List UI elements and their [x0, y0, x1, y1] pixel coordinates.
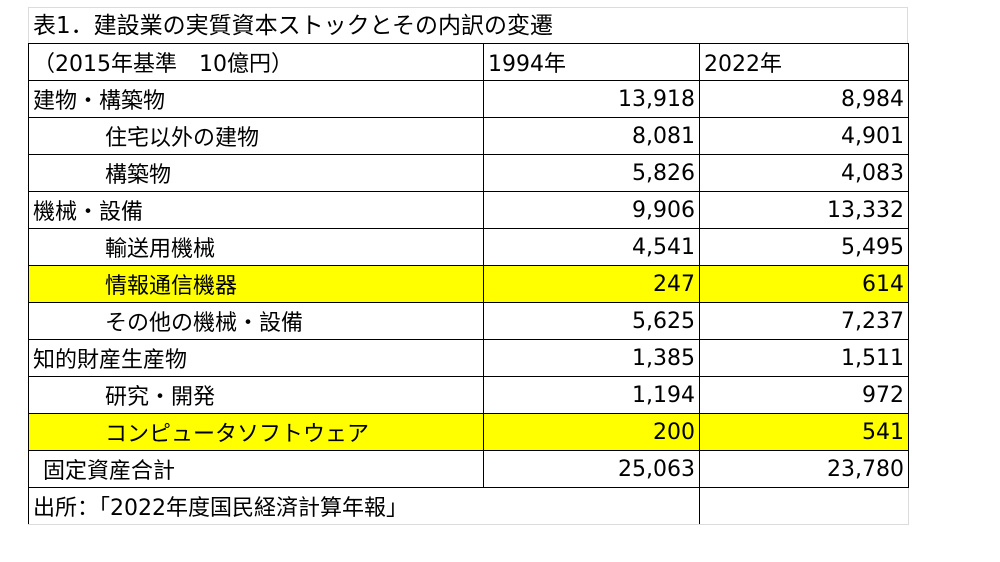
total-row: 固定資産合計 25,063 23,780	[28, 450, 909, 488]
value-2022: 7,237	[699, 302, 909, 340]
value-1994: 9,906	[483, 191, 700, 229]
row-label: 知的財産生産物	[28, 339, 484, 377]
table-row: 建物・構築物 13,918 8,984	[28, 80, 909, 118]
value-2022: 23,780	[699, 450, 909, 488]
row-label: 機械・設備	[28, 191, 484, 229]
value-2022: 8,984	[699, 80, 909, 118]
value-1994: 8,081	[483, 117, 700, 155]
value-1994: 5,625	[483, 302, 700, 340]
row-label: 情報通信機器	[28, 265, 484, 303]
table-container: 表1．建設業の実質資本ストックとその内訳の変遷 （2015年基準 10億円） 1…	[28, 7, 910, 525]
unit-header: （2015年基準 10億円）	[28, 43, 484, 81]
value-2022: 541	[699, 413, 909, 451]
value-2022: 5,495	[699, 228, 909, 266]
table-row: 研究・開発 1,194 972	[28, 376, 909, 414]
row-label: 研究・開発	[28, 376, 484, 414]
row-label: 構築物	[28, 154, 484, 192]
table-row: 知的財産生産物 1,385 1,511	[28, 339, 909, 377]
value-1994: 4,541	[483, 228, 700, 266]
table-title: 表1．建設業の実質資本ストックとその内訳の変遷	[28, 7, 908, 43]
value-1994: 1,194	[483, 376, 700, 414]
value-1994: 247	[483, 265, 700, 303]
source-row: 出所：「2022年度国民経済計算年報」	[28, 487, 909, 525]
capital-stock-table: （2015年基準 10億円） 1994年 2022年 建物・構築物 13,918…	[28, 43, 909, 525]
table-row: 機械・設備 9,906 13,332	[28, 191, 909, 229]
value-2022: 4,901	[699, 117, 909, 155]
value-2022: 1,511	[699, 339, 909, 377]
row-label: 建物・構築物	[28, 80, 484, 118]
highlighted-row: 情報通信機器 247 614	[28, 265, 909, 303]
source-note: 出所：「2022年度国民経済計算年報」	[28, 487, 700, 525]
table-row: 住宅以外の建物 8,081 4,901	[28, 117, 909, 155]
row-label: 輸送用機械	[28, 228, 484, 266]
value-2022: 972	[699, 376, 909, 414]
row-label: 住宅以外の建物	[28, 117, 484, 155]
value-1994: 1,385	[483, 339, 700, 377]
value-1994: 25,063	[483, 450, 700, 488]
value-1994: 200	[483, 413, 700, 451]
value-2022: 614	[699, 265, 909, 303]
row-label: コンピュータソフトウェア	[28, 413, 484, 451]
value-1994: 13,918	[483, 80, 700, 118]
row-label: その他の機械・設備	[28, 302, 484, 340]
table-row: 輸送用機械 4,541 5,495	[28, 228, 909, 266]
empty-cell	[699, 487, 909, 525]
year-2022-header: 2022年	[699, 43, 909, 81]
header-row: （2015年基準 10億円） 1994年 2022年	[28, 43, 909, 81]
row-label: 固定資産合計	[28, 450, 484, 488]
value-2022: 4,083	[699, 154, 909, 192]
value-1994: 5,826	[483, 154, 700, 192]
value-2022: 13,332	[699, 191, 909, 229]
year-1994-header: 1994年	[483, 43, 700, 81]
highlighted-row: コンピュータソフトウェア 200 541	[28, 413, 909, 451]
table-row: 構築物 5,826 4,083	[28, 154, 909, 192]
table-row: その他の機械・設備 5,625 7,237	[28, 302, 909, 340]
